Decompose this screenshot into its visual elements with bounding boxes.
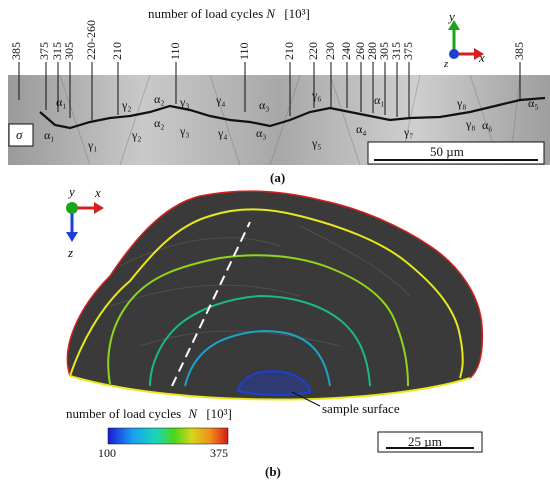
axis-x-label-b: x (95, 185, 101, 200)
colorbar-title-symbol: N (188, 406, 198, 421)
contour-green (107, 254, 409, 387)
axis-triad-a (448, 20, 484, 60)
phase-label: γ₁ (88, 138, 98, 152)
axis-y-label-b: y (69, 184, 75, 199)
sample-surface-line (69, 375, 471, 401)
colorbar-title-text: number of load cycles (66, 406, 182, 421)
phase-label: α₆ (482, 118, 493, 132)
phase-label: γ₄ (216, 93, 226, 107)
colorbar-min: 100 (98, 446, 116, 460)
scale-box-a (367, 141, 545, 165)
contour-red (66, 190, 484, 379)
phase-label: α₁ (44, 128, 55, 142)
stress-label: σ (16, 127, 23, 142)
colorbar (107, 427, 229, 445)
scale-label-a: 50 µm (430, 144, 464, 159)
phase-label: α₂ (154, 92, 165, 106)
contour-blue (236, 370, 312, 396)
phase-label: α₁ (374, 93, 385, 107)
axis-triad-b (66, 202, 104, 242)
sample-surface-label: sample surface (322, 401, 400, 416)
contour-cyan (184, 330, 331, 387)
dashed-guide (171, 221, 251, 387)
contour-teal (149, 294, 371, 387)
scale-label-b: 25 µm (408, 434, 442, 449)
fracture-surface (67, 191, 483, 400)
phase-label: γ₈ (457, 96, 467, 110)
axis-z-label-a: z (444, 58, 449, 70)
phase-label: α₅ (528, 96, 539, 110)
axis-y-label-a: y (449, 9, 455, 24)
title-text: number of load cycles (148, 6, 264, 21)
title-symbol: N (266, 6, 276, 21)
phase-label: γ₂ (132, 128, 142, 142)
colorbar-max: 375 (210, 446, 228, 460)
stress-box (8, 123, 34, 147)
panel-b-figure (66, 190, 484, 453)
panel-a-figure (8, 20, 550, 166)
phase-label: α₃ (256, 126, 267, 140)
phase-label: γ₇ (404, 125, 414, 139)
phase-label: γ₃ (180, 95, 190, 109)
phase-label: γ₄ (218, 126, 228, 140)
cycle-leaders (18, 62, 521, 120)
surface-leader (291, 391, 321, 407)
phase-label: α₃ (259, 98, 270, 112)
phase-label: γ₈ (466, 117, 476, 131)
crack-path (39, 96, 546, 130)
colorbar-unit: [10³] (206, 406, 232, 421)
contour-yellow (69, 208, 464, 379)
phase-label: γ₃ (180, 124, 190, 138)
phase-label: α₄ (356, 122, 367, 136)
panel-a-title: number of load cycles N [10³] (148, 6, 310, 22)
phase-label: α₂ (154, 116, 165, 130)
caption-a: (a) (270, 170, 286, 185)
axis-x-label-a: x (479, 50, 485, 65)
phase-label: γ₂ (122, 98, 132, 112)
phase-label: γ₅ (312, 136, 322, 150)
caption-b: (b) (265, 464, 281, 479)
phase-label: α₁ (56, 95, 67, 109)
title-unit: [10³] (284, 6, 310, 21)
phase-labels-a: α₁ γ₂ α₂ γ₃ γ₄ α₃ γ₆ α₁ γ₈ α₅ α₁ γ₁ γ₂ α… (0, 0, 550, 200)
phase-label: γ₆ (312, 88, 322, 102)
colorbar-title: number of load cycles N [10³] (66, 406, 232, 422)
axis-z-label-b: z (68, 245, 74, 260)
